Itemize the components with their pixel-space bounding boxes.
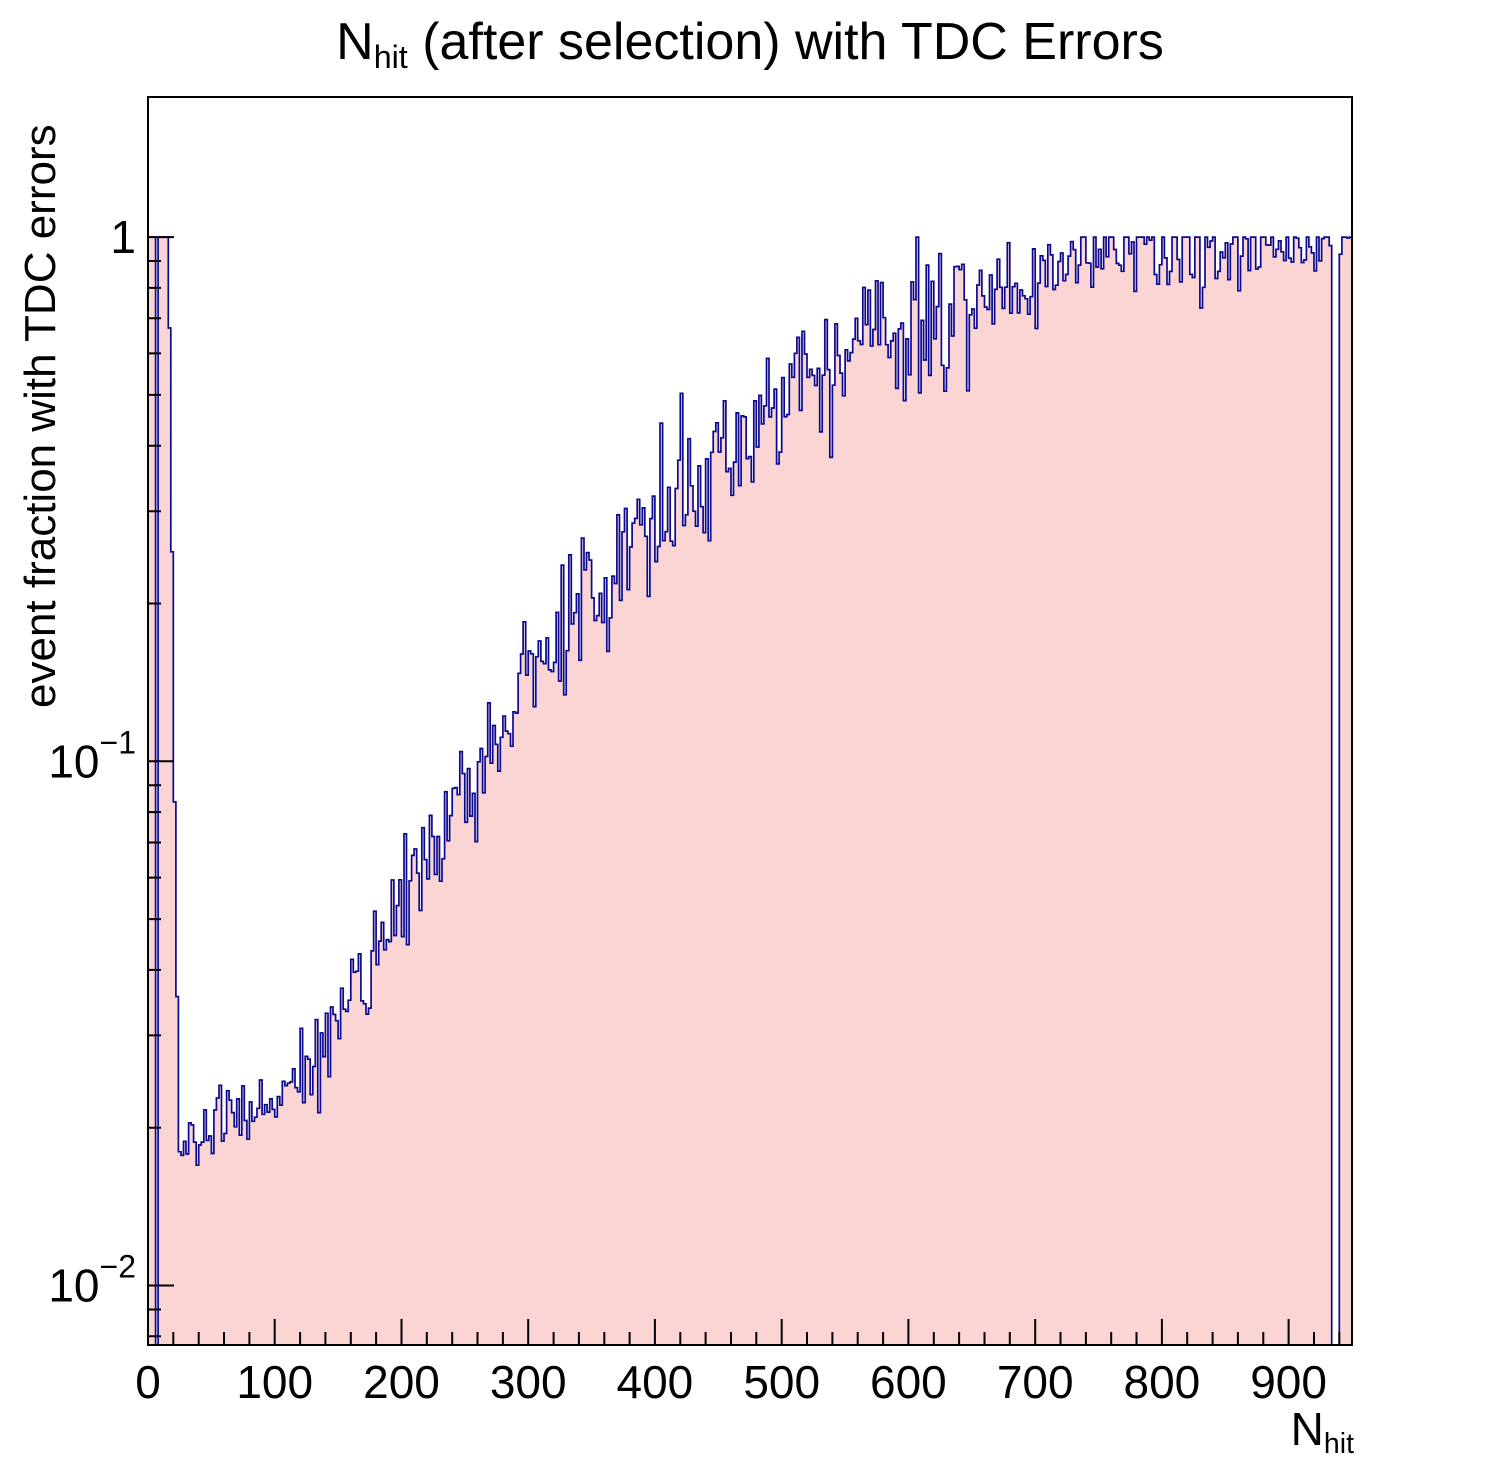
chart-title: Nhit (after selection) with TDC Errors — [148, 12, 1352, 76]
x-tick-label: 600 — [870, 1356, 947, 1408]
x-tick-label: 800 — [1124, 1356, 1201, 1408]
chart-title-post: (after selection) with TDC Errors — [407, 13, 1164, 71]
y-axis-label: event fraction with TDC errors — [16, 124, 65, 708]
y-tick-label: 1 — [110, 211, 136, 263]
x-tick-label: 300 — [490, 1356, 567, 1408]
chart-title-pre: N — [336, 13, 374, 71]
y-tick-label: 10−2 — [48, 1249, 136, 1312]
x-tick-label: 500 — [743, 1356, 820, 1408]
x-axis-label-subscript: hit — [1323, 1427, 1354, 1460]
x-tick-label: 900 — [1250, 1356, 1327, 1408]
plot-frame — [147, 96, 1353, 1346]
x-tick-label: 400 — [617, 1356, 694, 1408]
x-tick-label: 700 — [997, 1356, 1074, 1408]
x-tick-label: 200 — [363, 1356, 440, 1408]
x-axis-label-pre: N — [1290, 1403, 1324, 1455]
x-tick-label: 100 — [236, 1356, 313, 1408]
chart-title-subscript: hit — [373, 39, 408, 76]
axis-ticks — [147, 236, 1341, 1345]
x-tick-label: 0 — [135, 1356, 161, 1408]
y-tick-label: 10−1 — [48, 724, 136, 787]
x-axis-label: Nhit — [1238, 1402, 1354, 1461]
histogram-series — [147, 236, 1353, 1346]
